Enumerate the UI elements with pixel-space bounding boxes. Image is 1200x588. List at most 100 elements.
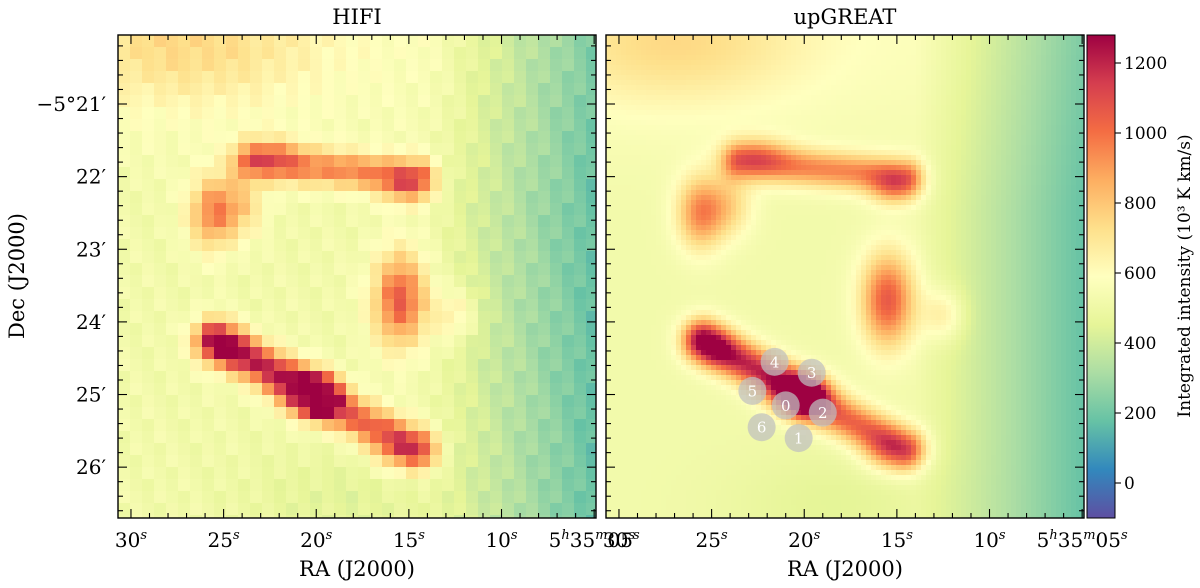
heatmap-cell <box>142 119 155 132</box>
heatmap-cell <box>681 190 687 196</box>
heatmap-cell <box>1061 55 1067 61</box>
heatmap-cell <box>696 185 702 191</box>
heatmap-cell <box>606 200 612 206</box>
heatmap-cell <box>611 175 617 181</box>
heatmap-cell <box>616 190 622 196</box>
heatmap-cell <box>911 190 917 196</box>
heatmap-cell <box>761 150 767 156</box>
heatmap-cell <box>776 95 782 101</box>
heatmap-cell <box>621 170 627 176</box>
heatmap-cell <box>651 175 657 181</box>
heatmap-cell <box>442 275 455 288</box>
heatmap-cell <box>382 71 395 84</box>
heatmap-cell <box>826 160 832 166</box>
heatmap-cell <box>430 95 443 108</box>
heatmap-cell <box>791 40 797 46</box>
heatmap-cell <box>971 85 977 91</box>
heatmap-cell <box>681 175 687 181</box>
heatmap-cell <box>911 70 917 76</box>
heatmap-cell <box>651 90 657 96</box>
heatmap-cell <box>274 491 287 504</box>
heatmap-cell <box>741 45 747 51</box>
heatmap-cell <box>418 59 431 72</box>
heatmap-cell <box>621 185 627 191</box>
heatmap-cell <box>611 155 617 161</box>
heatmap-cell <box>656 40 662 46</box>
heatmap-cell <box>931 190 937 196</box>
heatmap-cell <box>310 227 323 240</box>
heatmap-cell <box>1036 190 1042 196</box>
heatmap-cell <box>1001 180 1007 186</box>
heatmap-cell <box>671 135 677 141</box>
heatmap-cell <box>896 90 902 96</box>
heatmap-cell <box>631 120 637 126</box>
heatmap-cell <box>856 115 862 121</box>
heatmap-cell <box>786 60 792 66</box>
heatmap-cell <box>1036 40 1042 46</box>
heatmap-cell <box>334 275 347 288</box>
heatmap-cell <box>766 45 772 51</box>
heatmap-cell <box>466 515 479 518</box>
heatmap-cell <box>961 160 967 166</box>
heatmap-cell <box>996 180 1002 186</box>
heatmap-cell <box>821 115 827 121</box>
heatmap-cell <box>382 467 395 480</box>
heatmap-cell <box>926 195 932 201</box>
heatmap-cell <box>781 150 787 156</box>
heatmap-cell <box>851 135 857 141</box>
heatmap-cell <box>406 299 419 312</box>
heatmap-cell <box>118 455 131 468</box>
heatmap-cell <box>671 65 677 71</box>
heatmap-cell <box>781 110 787 116</box>
heatmap-cell <box>442 443 455 456</box>
heatmap-cell <box>178 131 191 144</box>
heatmap-cell <box>154 359 167 372</box>
heatmap-cell <box>394 263 407 276</box>
heatmap-cell <box>951 35 957 41</box>
heatmap-cell <box>574 503 587 516</box>
heatmap-cell <box>214 263 227 276</box>
heatmap-cell <box>696 130 702 136</box>
heatmap-cell <box>538 395 551 408</box>
heatmap-cell <box>1056 175 1062 181</box>
heatmap-cell <box>786 140 792 146</box>
heatmap-cell <box>986 95 992 101</box>
heatmap-cell <box>1081 60 1084 66</box>
heatmap-cell <box>886 85 892 91</box>
heatmap-cell <box>826 155 832 161</box>
heatmap-cell <box>406 251 419 264</box>
heatmap-cell <box>636 70 642 76</box>
heatmap-cell <box>811 50 817 56</box>
heatmap-cell <box>886 110 892 116</box>
heatmap-cell <box>1046 145 1052 151</box>
heatmap-cell <box>226 395 239 408</box>
heatmap-cell <box>621 60 627 66</box>
heatmap-cell <box>358 287 371 300</box>
heatmap-cell <box>1016 40 1022 46</box>
heatmap-cell <box>736 165 742 171</box>
heatmap-cell <box>1076 110 1082 116</box>
heatmap-cell <box>1016 175 1022 181</box>
heatmap-cell <box>358 131 371 144</box>
heatmap-cell <box>298 95 311 108</box>
heatmap-cell <box>1026 130 1032 136</box>
heatmap-cell <box>631 155 637 161</box>
heatmap-cell <box>1036 130 1042 136</box>
heatmap-cell <box>346 407 359 420</box>
heatmap-cell <box>1026 90 1032 96</box>
heatmap-cell <box>696 145 702 151</box>
heatmap-cell <box>901 185 907 191</box>
heatmap-cell <box>816 140 822 146</box>
heatmap-cell <box>636 160 642 166</box>
heatmap-cell <box>550 71 563 84</box>
heatmap-cell <box>130 467 143 480</box>
heatmap-cell <box>936 35 942 41</box>
heatmap-cell <box>1036 180 1042 186</box>
heatmap-cell <box>936 80 942 86</box>
heatmap-cell <box>616 85 622 91</box>
heatmap-cell <box>761 125 767 131</box>
heatmap-cell <box>538 419 551 432</box>
heatmap-cell <box>346 95 359 108</box>
heatmap-cell <box>696 180 702 186</box>
heatmap-cell <box>946 155 952 161</box>
